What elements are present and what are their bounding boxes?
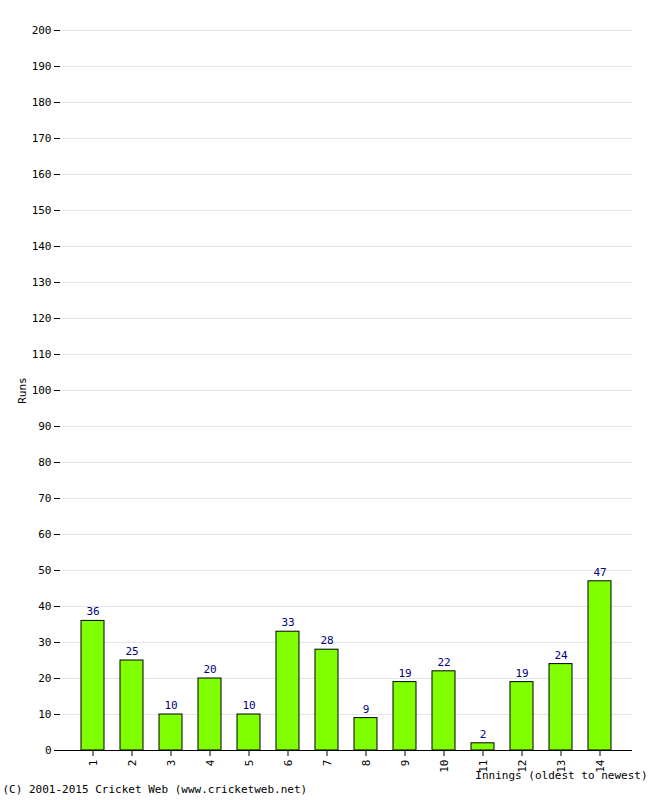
svg-text:60: 60	[38, 528, 51, 541]
svg-text:170: 170	[32, 132, 52, 145]
svg-text:0: 0	[45, 744, 52, 757]
svg-text:4: 4	[204, 759, 217, 766]
svg-text:Innings (oldest to newest): Innings (oldest to newest)	[475, 769, 647, 782]
svg-text:200: 200	[32, 24, 52, 37]
svg-text:(C) 2001-2015 Cricket Web (www: (C) 2001-2015 Cricket Web (www.cricketwe…	[3, 783, 308, 796]
svg-text:80: 80	[38, 456, 51, 469]
svg-text:10: 10	[38, 708, 51, 721]
svg-text:180: 180	[32, 96, 52, 109]
svg-text:9: 9	[399, 760, 412, 767]
svg-text:28: 28	[320, 634, 333, 647]
svg-text:130: 130	[32, 276, 52, 289]
svg-text:190: 190	[32, 60, 52, 73]
svg-text:90: 90	[38, 420, 51, 433]
svg-text:120: 120	[32, 312, 52, 325]
svg-text:36: 36	[86, 605, 99, 618]
svg-text:10: 10	[438, 760, 451, 773]
svg-text:5: 5	[243, 760, 256, 767]
svg-text:2: 2	[126, 760, 139, 767]
svg-text:13: 13	[554, 759, 568, 773]
svg-text:10: 10	[164, 699, 177, 712]
svg-text:3: 3	[165, 760, 178, 767]
svg-text:14: 14	[593, 759, 607, 773]
svg-text:7: 7	[321, 760, 334, 767]
svg-text:9: 9	[363, 703, 370, 716]
svg-text:100: 100	[32, 384, 52, 397]
svg-text:8: 8	[360, 760, 373, 767]
svg-text:150: 150	[32, 204, 52, 217]
svg-text:10: 10	[242, 699, 255, 712]
svg-text:50: 50	[38, 564, 51, 577]
svg-text:110: 110	[32, 348, 52, 361]
svg-text:40: 40	[38, 600, 51, 613]
svg-text:20: 20	[38, 672, 51, 685]
svg-text:33: 33	[281, 616, 294, 629]
svg-text:19: 19	[515, 667, 528, 680]
svg-text:22: 22	[437, 656, 450, 669]
svg-text:160: 160	[32, 168, 52, 181]
svg-text:12: 12	[515, 759, 529, 773]
svg-text:19: 19	[398, 667, 411, 680]
svg-text:Runs: Runs	[16, 377, 29, 404]
svg-text:11: 11	[476, 759, 490, 773]
svg-text:6: 6	[282, 760, 295, 767]
svg-text:30: 30	[38, 636, 51, 649]
svg-text:47: 47	[593, 566, 606, 579]
svg-text:2: 2	[480, 728, 487, 741]
svg-text:24: 24	[554, 649, 568, 662]
svg-text:70: 70	[38, 492, 51, 505]
svg-text:25: 25	[125, 645, 138, 658]
svg-text:20: 20	[203, 663, 216, 676]
svg-text:140: 140	[32, 240, 52, 253]
svg-text:1: 1	[87, 760, 100, 767]
